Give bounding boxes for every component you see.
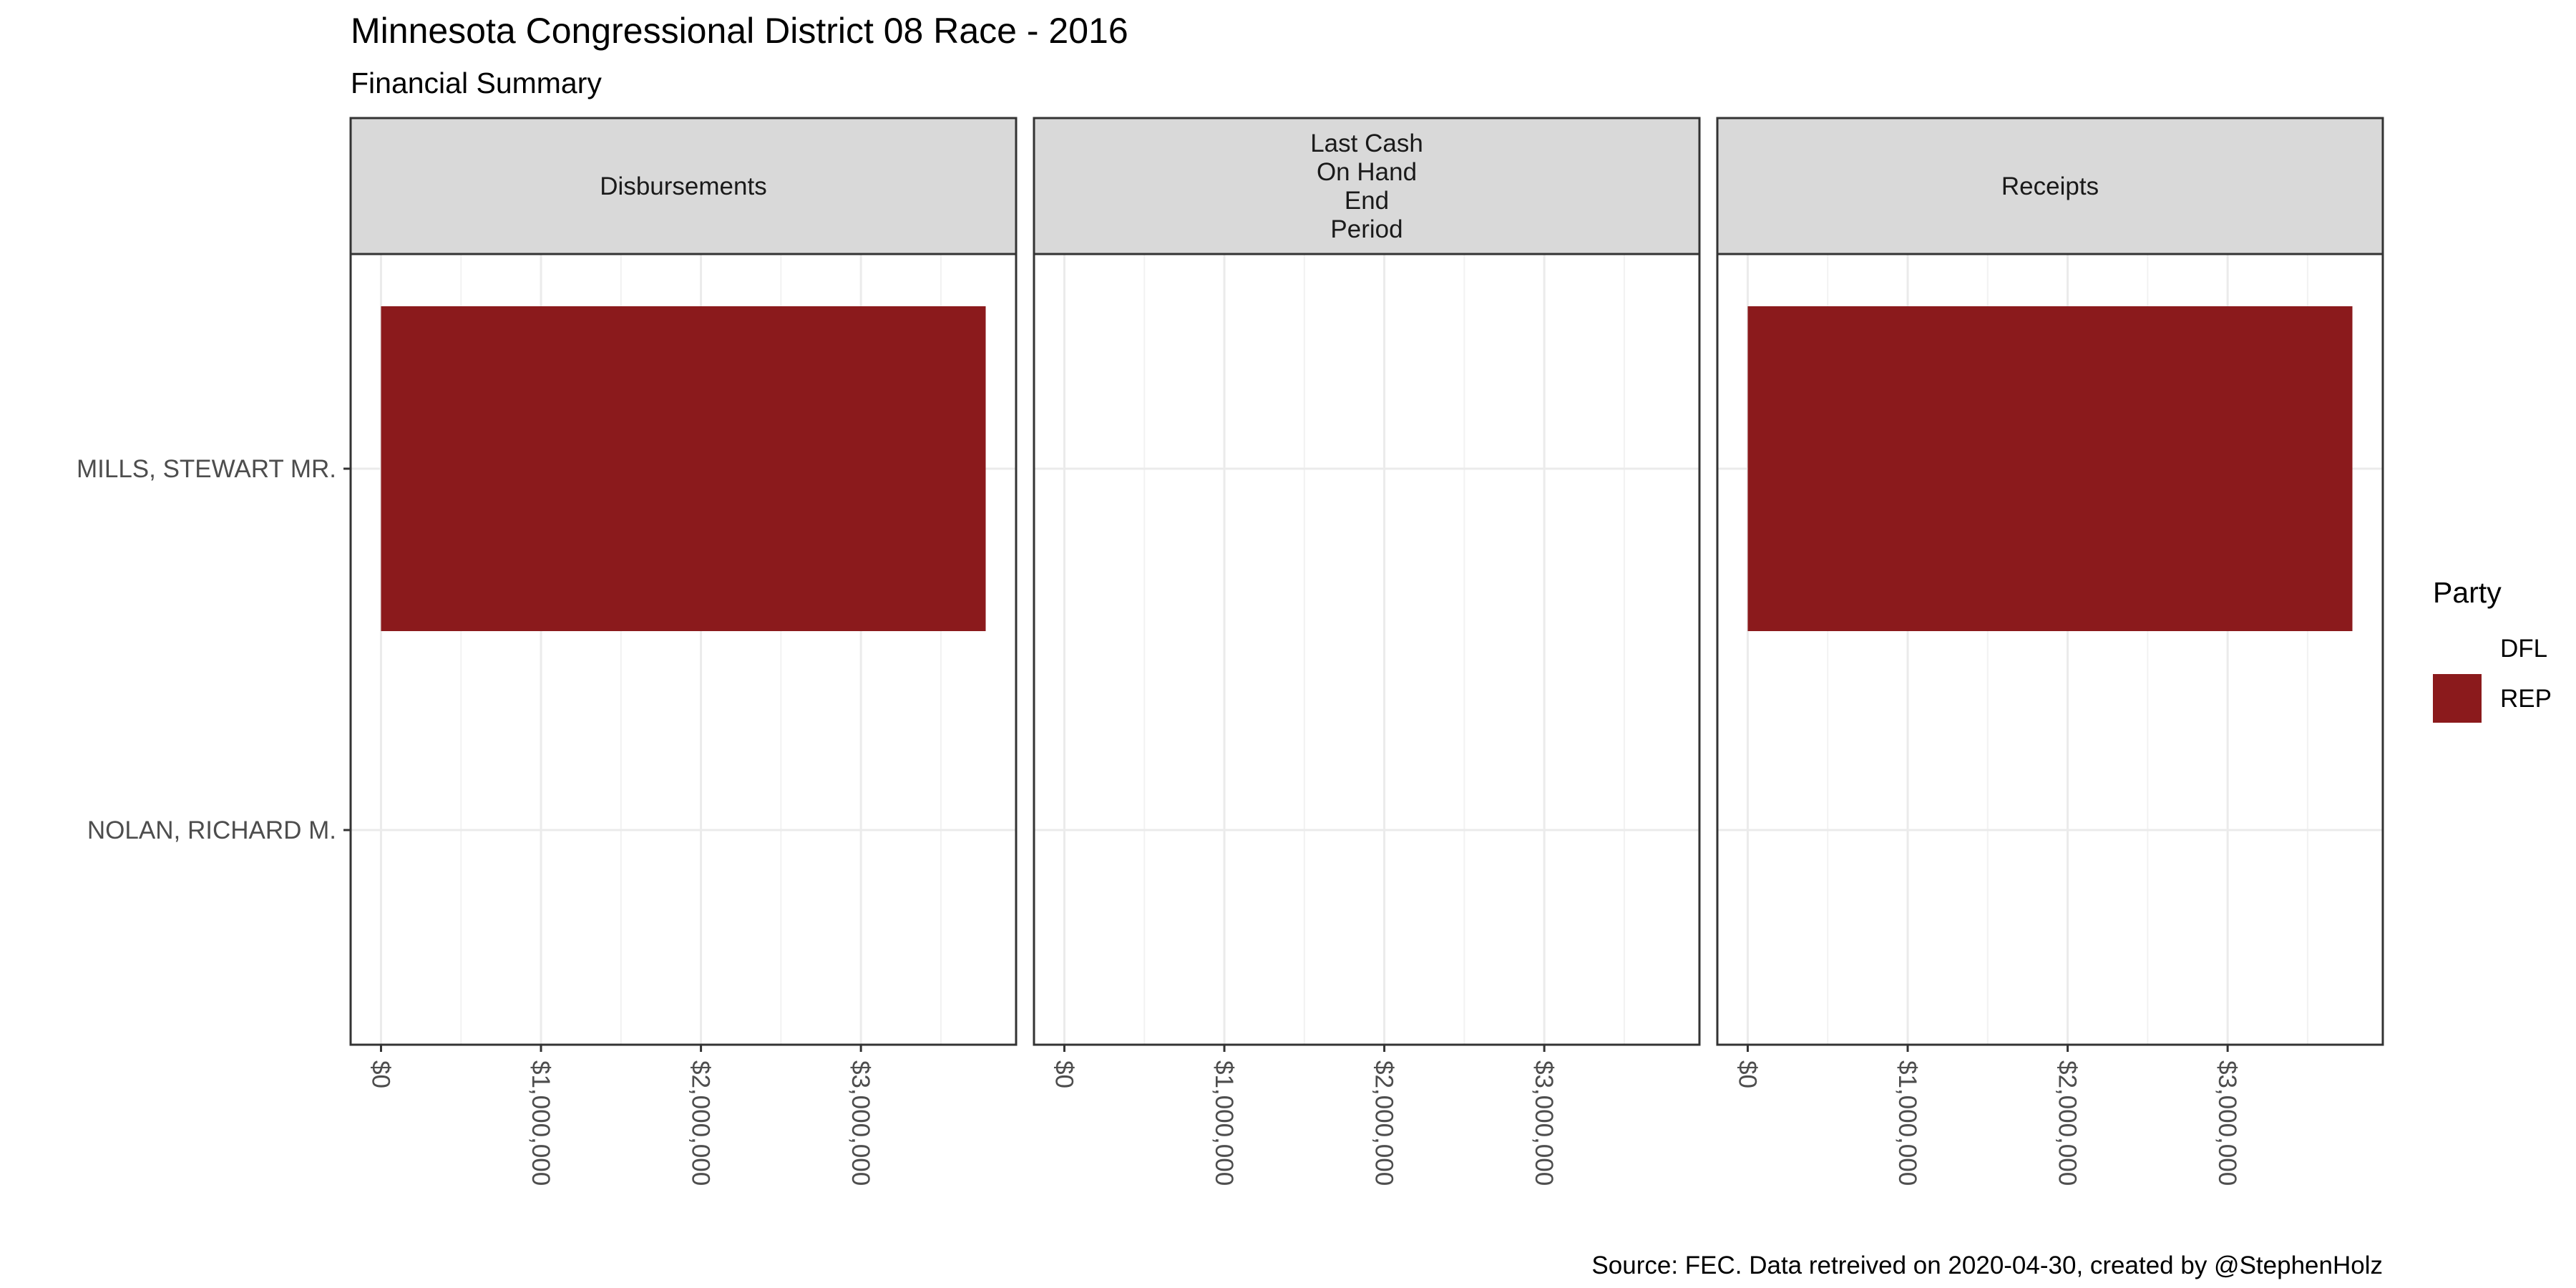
facet-panels: Disbursements $0 $1,000,000 $2,000,000 $3,00… xyxy=(349,117,2384,1186)
x-tick-label: $1,000,000 xyxy=(527,1060,555,1186)
facet-label: Last Cash xyxy=(1310,130,1423,157)
legend-key xyxy=(2433,624,2482,673)
facet-panel: Disbursements $0 $1,000,000 $2,000,000 $3,00… xyxy=(349,117,1018,1186)
x-tick-label: $0 xyxy=(366,1060,394,1088)
x-tick-label: $3,000,000 xyxy=(847,1060,874,1186)
chart-caption: Source: FEC. Data retreived on 2020-04-3… xyxy=(1591,1252,2383,1279)
panel-background xyxy=(1034,254,1699,1045)
x-tick-label: $2,000,000 xyxy=(2054,1060,2082,1186)
facet-label: Disbursements xyxy=(600,172,766,200)
bar xyxy=(381,306,986,631)
x-tick-label: $2,000,000 xyxy=(1370,1060,1398,1186)
facet-label: On Hand xyxy=(1317,158,1417,186)
legend-title: Party xyxy=(2433,576,2502,609)
facet-strip xyxy=(349,117,1018,255)
chart-title: Minnesota Congressional District 08 Race… xyxy=(351,11,1128,51)
facet-label: Receipts xyxy=(2001,172,2099,200)
facet-panel: Receipts $0 $1,000,000 $2,000,000 $3,000,000 xyxy=(1716,117,2384,1186)
legend-key xyxy=(2433,674,2482,723)
y-axis: MILLS, STEWART MR. NOLAN, RICHARD M. xyxy=(77,455,351,844)
bar xyxy=(1747,306,2353,631)
facet-label: End xyxy=(1345,187,1389,215)
legend-item: DFL xyxy=(2433,624,2547,673)
x-tick-label: $1,000,000 xyxy=(1210,1060,1238,1186)
x-tick-label: $0 xyxy=(1050,1060,1078,1088)
legend-entries: DFL REP xyxy=(2433,624,2552,723)
legend: Party DFL REP xyxy=(2433,576,2552,723)
legend-label: DFL xyxy=(2500,635,2547,663)
chart-subtitle: Financial Summary xyxy=(351,67,602,99)
x-tick-label: $0 xyxy=(1733,1060,1761,1088)
x-tick-label: $3,000,000 xyxy=(2213,1060,2241,1186)
y-tick-label: NOLAN, RICHARD M. xyxy=(87,816,336,844)
x-tick-label: $1,000,000 xyxy=(1893,1060,1921,1186)
facet-strip xyxy=(1716,117,2384,255)
x-tick-label: $3,000,000 xyxy=(1530,1060,1558,1186)
facet-strip xyxy=(1033,117,1701,255)
legend-item: REP xyxy=(2433,674,2552,723)
facet-label: Period xyxy=(1330,215,1402,243)
y-tick-label: MILLS, STEWART MR. xyxy=(77,455,336,483)
legend-label: REP xyxy=(2500,685,2552,713)
x-tick-label: $2,000,000 xyxy=(687,1060,715,1186)
